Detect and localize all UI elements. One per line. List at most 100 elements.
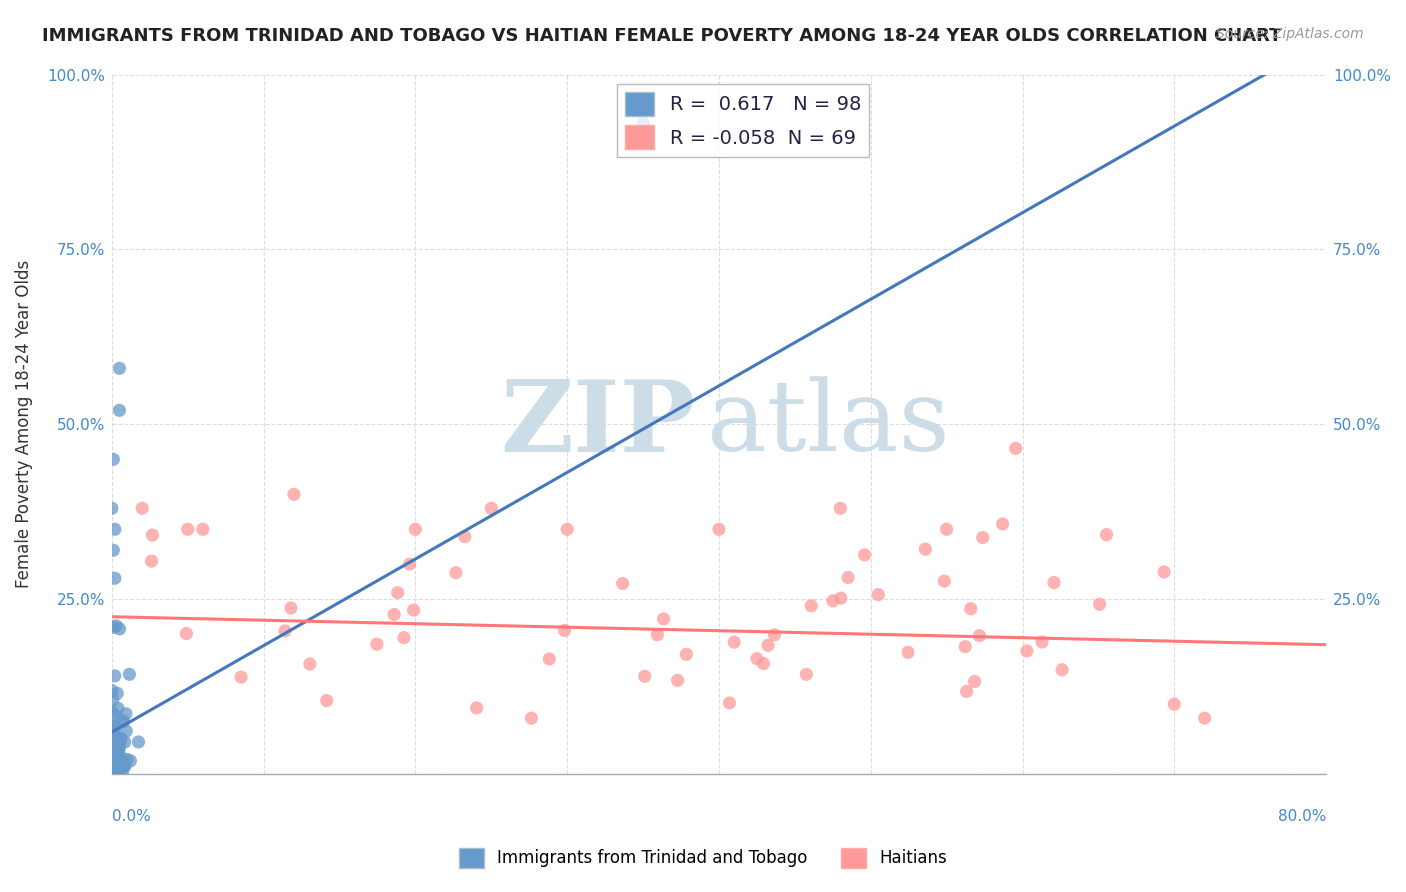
Point bbox=[114, 758, 136, 772]
Point bbox=[830, 591, 852, 606]
Point bbox=[110, 732, 132, 747]
Point bbox=[110, 732, 132, 747]
Point bbox=[1050, 663, 1073, 677]
Point bbox=[404, 522, 426, 536]
Point bbox=[103, 766, 125, 780]
Point bbox=[105, 686, 128, 700]
Point bbox=[101, 763, 124, 777]
Point bbox=[114, 759, 136, 773]
Point bbox=[402, 603, 425, 617]
Point bbox=[955, 684, 977, 698]
Point bbox=[105, 735, 128, 749]
Point bbox=[104, 718, 127, 732]
Text: ZIP: ZIP bbox=[499, 376, 695, 473]
Point bbox=[141, 554, 163, 568]
Point bbox=[382, 607, 405, 622]
Point bbox=[107, 732, 129, 747]
Point bbox=[274, 624, 297, 638]
Point bbox=[392, 631, 415, 645]
Point bbox=[103, 727, 125, 741]
Point bbox=[105, 757, 128, 772]
Point bbox=[752, 657, 775, 671]
Point bbox=[969, 629, 991, 643]
Point bbox=[115, 724, 138, 739]
Point bbox=[103, 722, 125, 736]
Point bbox=[1004, 442, 1026, 456]
Point bbox=[105, 739, 128, 754]
Point bbox=[101, 765, 124, 780]
Point bbox=[963, 674, 986, 689]
Point bbox=[101, 761, 124, 775]
Point bbox=[104, 708, 127, 723]
Point bbox=[853, 548, 876, 562]
Text: 0.0%: 0.0% bbox=[112, 809, 150, 824]
Legend: R =  0.617   N = 98, R = -0.058  N = 69: R = 0.617 N = 98, R = -0.058 N = 69 bbox=[617, 84, 869, 157]
Point bbox=[111, 766, 134, 780]
Point bbox=[107, 740, 129, 755]
Point bbox=[110, 756, 132, 771]
Point bbox=[972, 531, 994, 545]
Point bbox=[101, 748, 124, 763]
Point bbox=[555, 522, 578, 536]
Point bbox=[101, 763, 124, 777]
Point bbox=[107, 749, 129, 764]
Point bbox=[914, 542, 936, 557]
Point bbox=[110, 731, 132, 746]
Point bbox=[465, 701, 488, 715]
Point bbox=[108, 622, 131, 636]
Point bbox=[538, 652, 561, 666]
Point bbox=[110, 756, 132, 770]
Point bbox=[141, 528, 163, 542]
Point bbox=[103, 452, 125, 467]
Point bbox=[114, 735, 136, 749]
Point bbox=[105, 734, 128, 748]
Point bbox=[104, 571, 127, 585]
Point bbox=[108, 739, 131, 753]
Point bbox=[115, 752, 138, 766]
Point bbox=[796, 667, 818, 681]
Point bbox=[105, 619, 128, 633]
Point bbox=[897, 645, 920, 659]
Point bbox=[103, 742, 125, 756]
Point bbox=[107, 701, 129, 715]
Point bbox=[647, 628, 669, 642]
Point bbox=[934, 574, 956, 588]
Point bbox=[191, 522, 214, 536]
Point bbox=[101, 739, 124, 754]
Point bbox=[723, 635, 745, 649]
Point bbox=[1088, 597, 1111, 611]
Point bbox=[111, 759, 134, 773]
Point bbox=[103, 760, 125, 774]
Point bbox=[991, 516, 1014, 531]
Point bbox=[707, 522, 730, 536]
Point bbox=[763, 628, 786, 642]
Point bbox=[103, 739, 125, 754]
Point bbox=[718, 696, 741, 710]
Point bbox=[103, 620, 125, 634]
Point bbox=[104, 522, 127, 536]
Point bbox=[959, 601, 981, 615]
Point bbox=[101, 764, 124, 779]
Point bbox=[454, 530, 477, 544]
Point bbox=[315, 693, 337, 707]
Point bbox=[666, 673, 689, 688]
Point bbox=[111, 751, 134, 765]
Point bbox=[1043, 575, 1066, 590]
Point bbox=[280, 601, 302, 615]
Point bbox=[105, 734, 128, 748]
Point bbox=[935, 522, 957, 536]
Point bbox=[837, 570, 859, 584]
Point bbox=[104, 764, 127, 779]
Text: 80.0%: 80.0% bbox=[1278, 809, 1326, 824]
Point bbox=[634, 669, 657, 683]
Point bbox=[745, 651, 768, 665]
Point bbox=[101, 735, 124, 749]
Point bbox=[1163, 697, 1185, 711]
Text: Source: ZipAtlas.com: Source: ZipAtlas.com bbox=[1216, 27, 1364, 41]
Point bbox=[101, 737, 124, 751]
Point bbox=[101, 683, 124, 698]
Y-axis label: Female Poverty Among 18-24 Year Olds: Female Poverty Among 18-24 Year Olds bbox=[15, 260, 32, 589]
Point bbox=[103, 720, 125, 734]
Point bbox=[444, 566, 467, 580]
Point bbox=[283, 487, 305, 501]
